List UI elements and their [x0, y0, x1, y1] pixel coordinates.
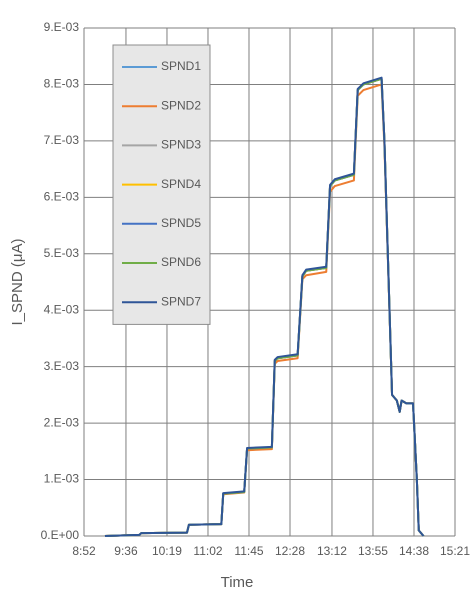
- legend-label: SPND7: [161, 294, 201, 308]
- y-tick-label: 2.E-03: [44, 415, 80, 429]
- x-tick-label: 13:55: [358, 544, 388, 558]
- legend-label: SPND1: [161, 59, 201, 73]
- y-tick-label: 8.E-03: [44, 77, 80, 91]
- x-tick-label: 11:02: [193, 544, 222, 558]
- x-tick-label: 13:12: [317, 544, 347, 558]
- x-tick-label: 15:21: [440, 544, 470, 558]
- legend-label: SPND4: [161, 177, 201, 191]
- x-tick-label: 14:38: [399, 544, 429, 558]
- x-tick-label: 10:19: [152, 544, 182, 558]
- x-tick-label: 8:52: [72, 544, 96, 558]
- legend-label: SPND5: [161, 216, 201, 230]
- y-tick-label: 1.E-03: [44, 472, 80, 486]
- x-tick-label: 12:28: [275, 544, 305, 558]
- y-tick-label: 6.E-03: [44, 190, 80, 204]
- series-line: [104, 76, 425, 537]
- y-tick-label: 9.E-03: [44, 20, 80, 34]
- x-tick-label: 9:36: [114, 544, 138, 558]
- y-tick-label: 3.E-03: [44, 359, 80, 373]
- legend-label: SPND2: [161, 98, 201, 112]
- x-tick-label: 11:45: [234, 544, 263, 558]
- y-tick-label: 7.E-03: [44, 133, 80, 147]
- x-axis-title: Time: [221, 574, 254, 591]
- y-tick-label: 4.E-03: [44, 302, 80, 316]
- y-tick-label: 5.E-03: [44, 246, 80, 260]
- legend-label: SPND6: [161, 255, 201, 269]
- legend-label: SPND3: [161, 138, 201, 152]
- y-axis-title: I_SPND (μA): [9, 239, 26, 326]
- y-tick-label: 0.E+00: [41, 528, 80, 542]
- legend: SPND1 SPND2 SPND3 SPND4 SPND5 SPND6 SPND7: [112, 44, 211, 325]
